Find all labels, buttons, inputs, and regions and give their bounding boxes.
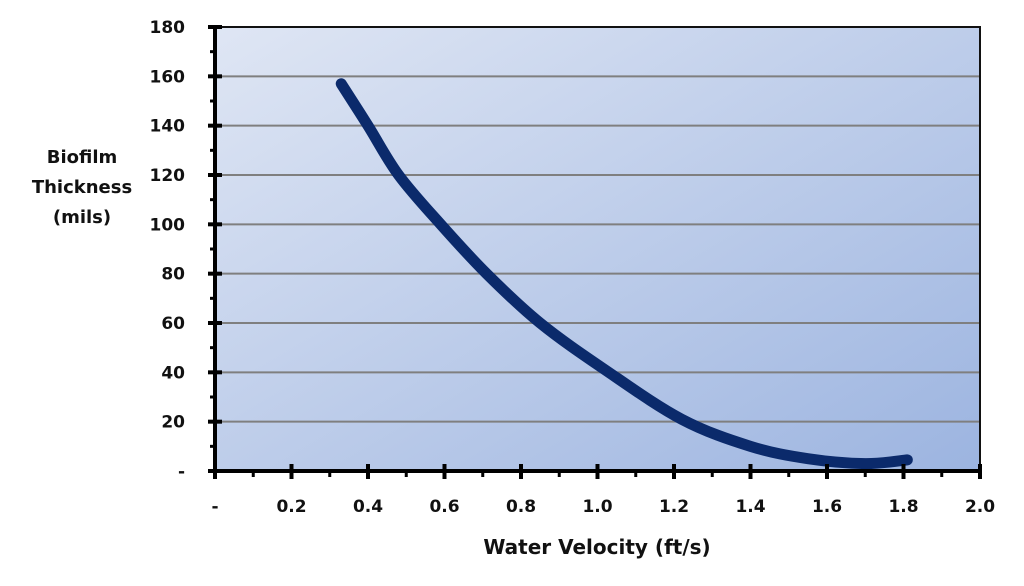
x-tick-label: 1.4: [735, 497, 765, 517]
y-tick-label: 140: [150, 117, 186, 137]
axes: [208, 25, 982, 479]
x-tick-label: 0.6: [429, 497, 459, 517]
x-tick-label: 1.8: [888, 497, 918, 517]
y-tick-label: 120: [150, 166, 186, 186]
y-tick-label: 60: [161, 314, 185, 334]
y-tick-labels: - 20 40 60 80 100 120 140 160 180: [150, 18, 186, 482]
y-axis-title-line-1: Biofilm: [47, 147, 118, 168]
x-tick-label: 0.4: [353, 497, 383, 517]
y-axis-title: Biofilm Thickness (mils): [32, 147, 132, 228]
y-tick-label: -: [178, 462, 185, 482]
gridlines: [215, 75, 980, 423]
x-tick-labels: - 0.2 0.4 0.6 0.8 1.0 1.2 1.4 1.6 1.8 2.0: [211, 497, 995, 517]
series-line-0: [335, 78, 913, 470]
plot-area: [215, 27, 980, 471]
x-tick-label: 1.0: [582, 497, 612, 517]
x-tick-label: 1.2: [659, 497, 689, 517]
x-tick-label: 0.2: [276, 497, 306, 517]
x-tick-label: 1.6: [812, 497, 842, 517]
x-tick-label: -: [211, 497, 218, 517]
y-tick-label: 80: [161, 265, 185, 285]
series-layer: [335, 78, 913, 470]
y-axis-title-line-2: Thickness: [32, 177, 132, 198]
x-tick-label: 0.8: [506, 497, 536, 517]
y-tick-label: 160: [150, 67, 186, 87]
y-tick-label: 100: [150, 215, 186, 235]
x-axis-title: Water Velocity (ft/s): [483, 535, 710, 559]
y-axis-title-line-3: (mils): [53, 207, 111, 228]
y-tick-label: 180: [150, 18, 186, 38]
y-tick-label: 20: [161, 413, 185, 433]
y-tick-label: 40: [161, 363, 185, 383]
x-tick-label: 2.0: [965, 497, 995, 517]
